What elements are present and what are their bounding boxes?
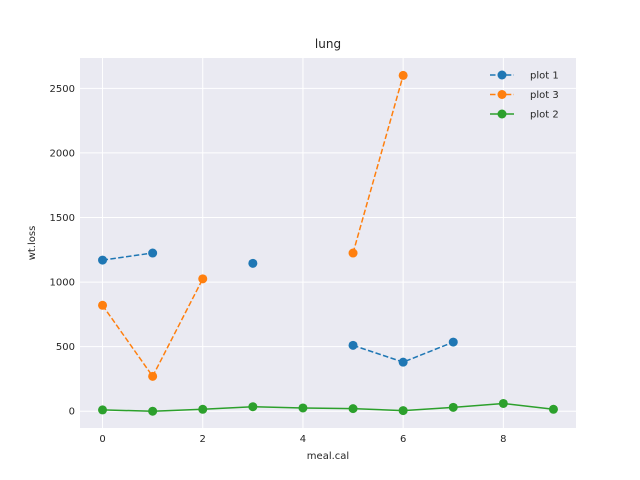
data-point <box>148 406 158 416</box>
data-point <box>98 255 108 265</box>
series-line <box>352 75 404 254</box>
y-tick-label: 1500 <box>50 213 75 224</box>
y-axis-label: wt.loss <box>27 226 38 261</box>
legend-label: plot 1 <box>530 71 559 82</box>
legend-label: plot 2 <box>530 110 559 121</box>
data-point <box>148 371 158 381</box>
legend-label: plot 3 <box>530 90 559 101</box>
data-point <box>548 404 558 414</box>
data-point <box>198 274 208 284</box>
plot-area <box>80 58 576 428</box>
y-tick-label: 500 <box>56 342 75 353</box>
grid-lines <box>80 58 576 428</box>
data-point <box>398 70 408 80</box>
legend-marker <box>497 109 507 119</box>
legend-item: plot 1 <box>490 70 559 82</box>
legend: plot 1 plot 3 plot 2 <box>490 70 559 121</box>
data-point <box>198 404 208 414</box>
y-tick-label: 0 <box>69 407 75 418</box>
tick-labels: 0 2 4 6 8 0 500 1000 1500 2000 2500 <box>50 84 507 445</box>
data-point <box>498 398 508 408</box>
y-tick-label: 1000 <box>50 278 75 289</box>
legend-marker <box>497 90 507 99</box>
x-tick-label: 2 <box>200 434 206 445</box>
y-tick-label: 2500 <box>50 84 75 95</box>
legend-item: plot 2 <box>490 109 559 121</box>
data-point <box>448 337 458 347</box>
legend-marker <box>497 70 507 80</box>
data-point <box>398 406 408 416</box>
x-axis-label: meal.cal <box>307 451 349 462</box>
series-layer <box>98 70 558 416</box>
x-tick-label: 4 <box>300 434 306 445</box>
data-point <box>248 402 258 412</box>
data-point <box>298 403 308 413</box>
data-point <box>398 357 408 367</box>
data-point <box>348 248 358 258</box>
data-point <box>448 402 458 412</box>
data-point <box>348 404 358 414</box>
data-point <box>248 258 258 268</box>
x-tick-label: 0 <box>99 434 105 445</box>
x-tick-label: 6 <box>400 434 406 445</box>
chart-title: lung <box>315 37 341 51</box>
series-line <box>102 252 153 261</box>
x-tick-label: 8 <box>500 434 506 445</box>
data-point <box>148 248 158 258</box>
data-point <box>348 340 358 350</box>
series-plot-3 <box>98 70 408 381</box>
series-plot-1 <box>98 248 458 367</box>
data-point <box>98 300 108 310</box>
legend-item: plot 3 <box>490 90 559 101</box>
series-line <box>102 402 554 412</box>
data-point <box>98 405 108 415</box>
y-tick-label: 2000 <box>50 148 75 159</box>
series-plot-2 <box>98 398 558 416</box>
